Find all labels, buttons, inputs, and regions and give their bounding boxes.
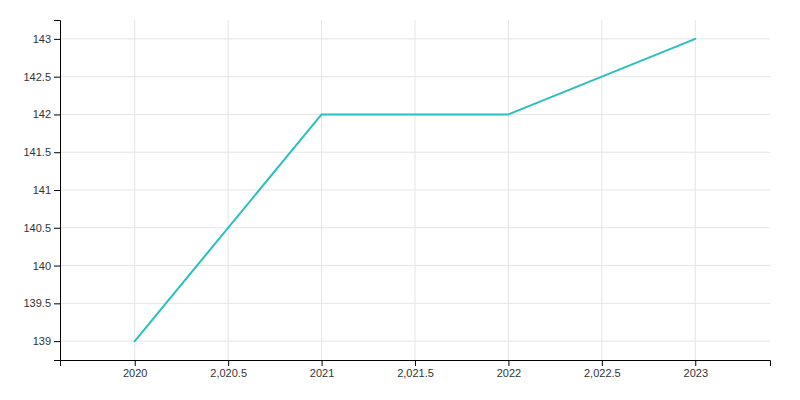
tick: 142 (33, 108, 60, 120)
grid-line (60, 152, 770, 153)
y-axis: 139 139.5 140 140.5 141 141.5 142 142.5 143 (23, 21, 60, 361)
x-axis: 2020 2,020.5 2021 2,021.5 2022 2,022.5 2023 (61, 360, 771, 379)
tick-label: 140.5 (23, 222, 51, 234)
tick-mark (54, 152, 60, 153)
tick: 140.5 (23, 222, 60, 234)
tick-mark (508, 360, 509, 366)
tick-mark (54, 228, 60, 229)
tick-mark (695, 360, 696, 366)
tick-label: 141.5 (23, 146, 51, 158)
tick: 2020 (123, 360, 147, 379)
tick-label: 139.5 (23, 297, 51, 309)
grid-line (60, 38, 770, 39)
grid-line (60, 265, 770, 266)
chart: 2020 2,020.5 2021 2,021.5 2022 2,022.5 2023 139… (0, 0, 800, 400)
tick: 140 (33, 260, 60, 272)
tick-label: 143 (33, 33, 51, 45)
tick-mark (602, 360, 603, 366)
tick: 141.5 (23, 146, 60, 158)
grid (60, 20, 770, 360)
tick-label: 2,020.5 (210, 367, 247, 379)
grid-line (60, 227, 770, 228)
axis-line (61, 361, 771, 367)
grid-line (60, 190, 770, 191)
tick: 2,022.5 (584, 360, 621, 379)
grid-line (60, 341, 770, 342)
tick-label: 2022 (497, 367, 521, 379)
line (135, 39, 696, 341)
tick-label: 2,021.5 (397, 367, 434, 379)
tick: 142.5 (23, 71, 60, 83)
tick-label: 141 (33, 184, 51, 196)
tick-mark (54, 114, 60, 115)
tick: 141 (33, 184, 60, 196)
tick-mark (322, 360, 323, 366)
axis-line (54, 21, 61, 361)
tick-label: 139 (33, 335, 51, 347)
tick: 2021 (310, 360, 334, 379)
marks (135, 39, 696, 341)
tick-label: 2021 (310, 367, 334, 379)
plot: 2020 2,020.5 2021 2,021.5 2022 2,022.5 2023 139… (23, 20, 770, 379)
tick-label: 142 (33, 108, 51, 120)
tick: 139 (33, 335, 60, 347)
tick-mark (54, 39, 60, 40)
tick-label: 2,022.5 (584, 367, 621, 379)
grid-line (60, 76, 770, 77)
tick-label: 2020 (123, 367, 147, 379)
tick: 139.5 (23, 297, 60, 309)
tick-label: 2023 (684, 367, 708, 379)
tick-mark (54, 190, 60, 191)
tick: 2,020.5 (210, 360, 247, 379)
tick-mark (135, 360, 136, 366)
tick-mark (54, 266, 60, 267)
tick: 143 (33, 33, 60, 45)
tick-label: 140 (33, 260, 51, 272)
tick-mark (54, 77, 60, 78)
tick-mark (415, 360, 416, 366)
tick: 2022 (497, 360, 521, 379)
tick: 2,021.5 (397, 360, 434, 379)
tick: 2023 (684, 360, 708, 379)
tick-label: 142.5 (23, 71, 51, 83)
tick-mark (54, 341, 60, 342)
tick-mark (228, 360, 229, 366)
tick-mark (54, 303, 60, 304)
